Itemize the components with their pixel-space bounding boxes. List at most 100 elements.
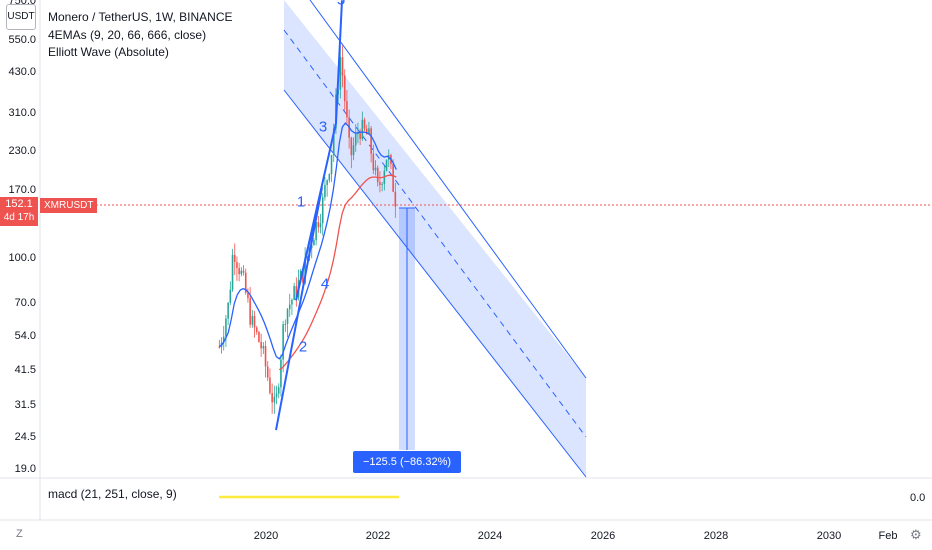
- candle-body: [286, 309, 289, 324]
- legend-title[interactable]: Monero / TetherUS, 1W, BINANCE: [48, 10, 233, 24]
- currency-selector[interactable]: USDT: [6, 4, 36, 30]
- candle-body: [363, 119, 366, 129]
- ema-slow-line: [278, 174, 397, 371]
- candle-body: [240, 270, 243, 275]
- regression-channel-fill: [284, 0, 586, 477]
- candle-body: [330, 154, 333, 175]
- candle-body: [218, 346, 221, 348]
- candle-body: [374, 167, 377, 171]
- price-tag-countdown: 4d 17h: [3, 212, 35, 223]
- candle-body: [319, 223, 322, 228]
- y-tick-label: 430.0: [8, 65, 36, 78]
- symbol-tag: XMRUSDT: [40, 198, 98, 213]
- wave-label-5: 5: [336, 0, 346, 9]
- candle-body: [341, 57, 344, 76]
- candle-body: [359, 133, 361, 139]
- candle-body: [225, 318, 227, 337]
- candle-body: [379, 182, 381, 185]
- y-tick-label: 100.0: [8, 251, 36, 264]
- candle-body: [231, 254, 234, 290]
- elliott-wave-path: [275, 0, 343, 431]
- candle-body: [288, 304, 291, 310]
- candle-body: [394, 191, 397, 207]
- y-tick-label: 310.0: [8, 107, 36, 120]
- x-tick-label: 2020: [253, 530, 279, 542]
- candle-body: [242, 270, 245, 273]
- channel-middle-line: [283, 29, 587, 438]
- candle-body: [255, 327, 258, 332]
- x-tick-label: 2030: [816, 530, 842, 542]
- candle-body: [326, 180, 328, 185]
- x-tick-label: 2022: [365, 530, 391, 542]
- candle-body: [385, 159, 388, 171]
- legend-ema[interactable]: 4EMAs (9, 20, 66, 666, close): [48, 28, 207, 42]
- gear-icon[interactable]: ⚙: [910, 527, 922, 542]
- x-tick-label: 2024: [477, 530, 503, 542]
- price-tag: 152.1 4d 17h: [0, 197, 38, 226]
- macd-value: 0.0: [910, 492, 926, 504]
- wave-label-3: 3: [318, 118, 328, 136]
- y-tick-label: 70.0: [14, 296, 36, 309]
- x-tick-label: Feb: [878, 530, 898, 542]
- candle-body: [273, 396, 276, 403]
- candle-body: [262, 346, 265, 349]
- y-tick-label: 19.0: [14, 463, 36, 475]
- candle-body: [249, 298, 251, 325]
- y-tick-label: 41.5: [14, 363, 36, 376]
- candle-body: [317, 221, 320, 228]
- candle-body: [295, 286, 298, 298]
- candle-body: [324, 184, 326, 198]
- zoom-reset-button[interactable]: Z: [16, 528, 23, 540]
- candle-body: [227, 302, 229, 319]
- candle-body: [291, 299, 293, 305]
- candle-body: [376, 167, 379, 183]
- candle-body: [282, 324, 284, 360]
- candle-body: [306, 256, 309, 258]
- candle-body: [269, 377, 271, 393]
- candle-body: [233, 254, 236, 263]
- y-tick-label: 31.5: [14, 398, 36, 411]
- candle-body: [332, 128, 335, 155]
- candle-body: [313, 240, 315, 246]
- candle-body: [253, 315, 256, 328]
- candle-body: [266, 366, 269, 378]
- macd-legend[interactable]: macd (21, 251, close, 9): [48, 487, 177, 501]
- candle-body: [339, 57, 342, 90]
- ema-fast-line: [218, 122, 397, 360]
- candle-body: [229, 289, 232, 303]
- candle-body: [247, 292, 249, 299]
- candle-body: [350, 137, 353, 156]
- candle-body: [357, 133, 359, 135]
- candle-body: [293, 286, 295, 300]
- candle-body: [304, 257, 306, 283]
- candle-body: [264, 346, 267, 367]
- candle-body: [381, 183, 383, 185]
- candle-body: [361, 119, 364, 139]
- candle-body: [315, 221, 317, 241]
- candle-body: [392, 163, 394, 192]
- price-tag-value: 152.1: [5, 198, 33, 210]
- candle-body: [321, 197, 324, 224]
- candle-body: [251, 315, 254, 325]
- y-tick-label: 230.0: [8, 145, 36, 158]
- candle-body: [352, 145, 355, 156]
- y-tick-label: 24.5: [14, 430, 36, 443]
- y-tick-label: 170.0: [8, 183, 36, 196]
- candle-body: [222, 336, 225, 343]
- candle-body: [372, 153, 375, 171]
- candle-body: [284, 323, 287, 325]
- x-tick-label: 2026: [590, 530, 616, 542]
- candle-body: [236, 262, 238, 269]
- candle-body: [354, 133, 357, 146]
- candle-body: [260, 341, 262, 349]
- candle-body: [365, 128, 368, 135]
- channel-lower-line: [283, 89, 587, 478]
- legend-elliott[interactable]: Elliott Wave (Absolute): [48, 45, 169, 59]
- candle-body: [258, 331, 260, 342]
- candle-body: [370, 128, 372, 154]
- candle-body: [271, 392, 273, 403]
- candle-body: [238, 268, 240, 275]
- candle-body: [368, 128, 370, 135]
